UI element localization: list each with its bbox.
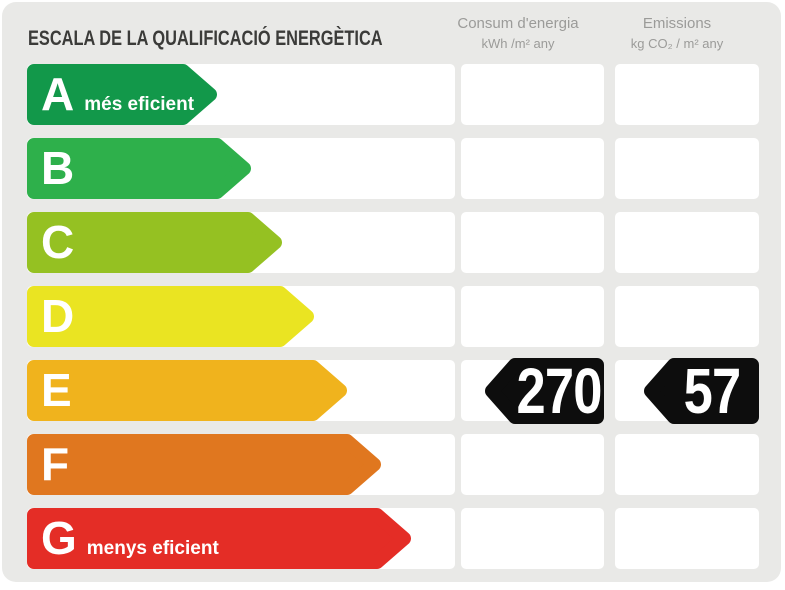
rating-letter-f: F	[41, 438, 70, 490]
rating-arrow-g	[27, 508, 411, 569]
consumption-column-header: Consum d'energia kWh /m² any	[438, 15, 598, 51]
emissions-value: 57	[683, 355, 742, 427]
energy-rating-card: ESCALA DE LA QUALIFICACIÓ ENERGÈTICA Con…	[2, 2, 781, 582]
rating-text-c: C	[41, 212, 84, 273]
consumption-cell-a	[461, 64, 604, 125]
rating-arrow-f	[27, 434, 381, 495]
rating-text-e: E	[41, 360, 82, 421]
rating-row-b: B	[2, 138, 781, 199]
rating-letter-a: A	[41, 68, 75, 120]
emissions-cell-f	[615, 434, 759, 495]
rating-row-d: D	[2, 286, 781, 347]
emissions-column-unit: kg CO₂ / m² any	[630, 36, 724, 51]
rating-note-g: menys eficient	[86, 538, 219, 559]
rating-text-f: F	[41, 434, 79, 495]
emissions-cell-g	[615, 508, 759, 569]
consumption-cell-f	[461, 434, 604, 495]
rating-letter-c: C	[41, 216, 75, 268]
consumption-badge: 270	[482, 358, 604, 424]
rating-row-c: C	[2, 212, 781, 273]
consumption-cell-c	[461, 212, 604, 273]
consumption-cell-d	[461, 286, 604, 347]
rating-letter-g: G	[41, 512, 77, 564]
rating-note-a: més eficient	[84, 94, 195, 115]
rating-arrow-d	[27, 286, 314, 347]
rating-letter-e: E	[41, 364, 72, 416]
page-title: ESCALA DE LA QUALIFICACIÓ ENERGÈTICA	[28, 27, 383, 50]
emissions-column-header: Emissions kg CO₂ / m² any	[597, 15, 757, 51]
rating-letter-b: B	[41, 142, 75, 194]
emissions-cell-d	[615, 286, 759, 347]
consumption-cell-e: 270	[461, 358, 604, 424]
rating-arrow-b	[27, 138, 251, 199]
rating-row-e: 270 57 E	[2, 358, 781, 424]
consumption-value: 270	[516, 355, 602, 427]
emissions-cell-a	[615, 64, 759, 125]
emissions-cell-b	[615, 138, 759, 199]
rating-text-d: D	[41, 286, 84, 347]
rating-row-f: F	[2, 434, 781, 495]
emissions-badge: 57	[641, 358, 759, 424]
rating-arrow-e	[27, 360, 347, 421]
rating-letter-d: D	[41, 290, 75, 342]
emissions-cell-c	[615, 212, 759, 273]
emissions-column-title: Emissions	[642, 15, 712, 32]
rating-arrow-a	[27, 64, 217, 125]
rating-arrow-c	[27, 212, 282, 273]
emissions-cell-e: 57	[615, 358, 759, 424]
consumption-cell-b	[461, 138, 604, 199]
rating-text-b: B	[41, 138, 84, 199]
consumption-column-unit: kWh /m² any	[481, 36, 555, 51]
consumption-cell-g	[461, 508, 604, 569]
consumption-column-title: Consum d'energia	[457, 15, 579, 32]
